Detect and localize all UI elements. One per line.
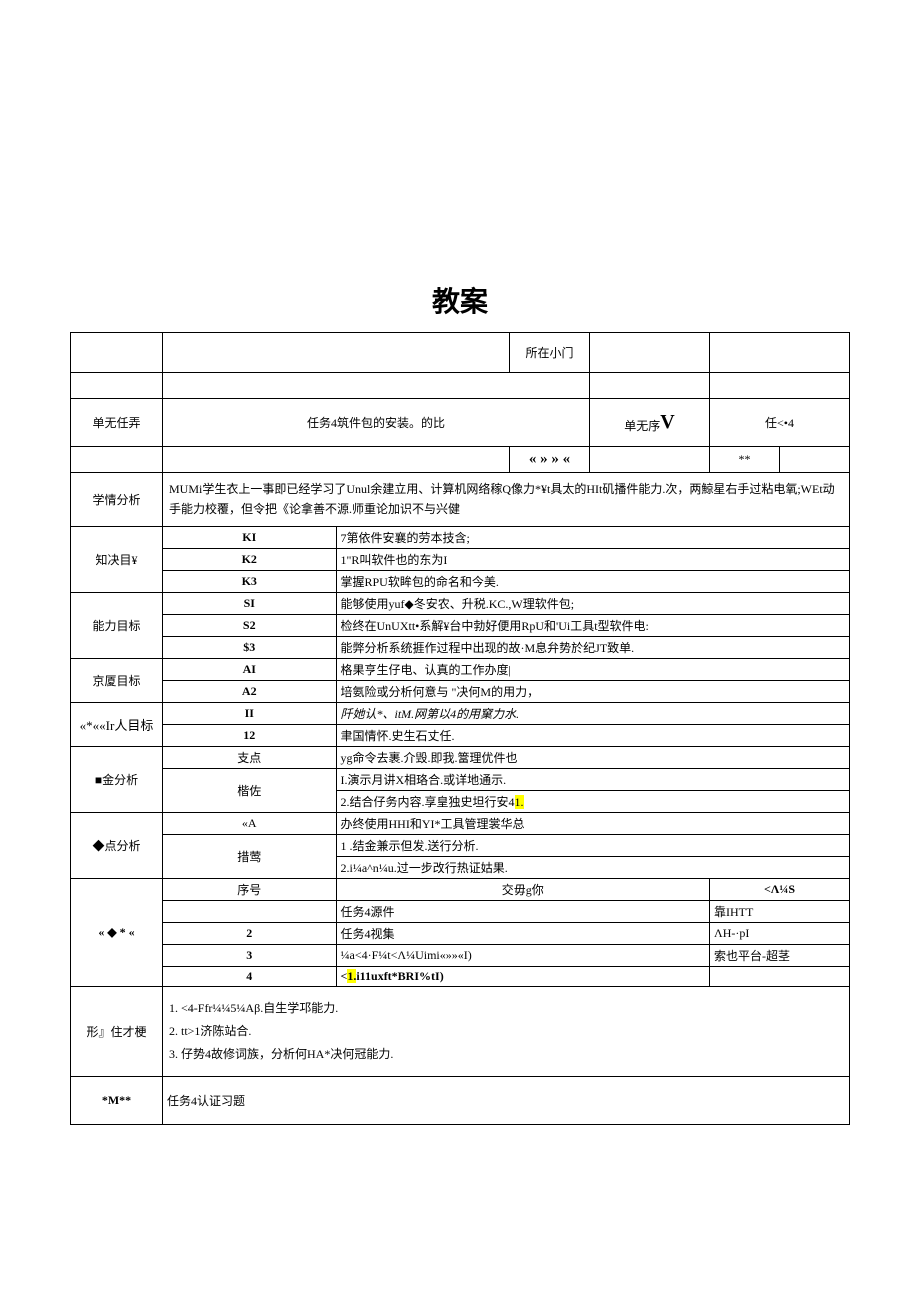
s3-val: 能弊分析系统捱作过程中出现的故·M息弁势於纪JT致单. [336, 637, 850, 659]
gold-v2: I.演示月讲X相珞合.或详地通示. 2.结合仔务内容.享皇独史坦行安41. [336, 769, 850, 813]
point-k1: «A [163, 813, 337, 835]
sym-left [71, 447, 163, 473]
gold-v2-pre: 2.结合仔务内容.享皇独史坦行安4 [341, 795, 515, 809]
i2-key: 12 [163, 725, 337, 747]
analysis-label: 学情分析 [71, 473, 163, 527]
point-v2-line1: 1 .结金兼示但发.送行分析. [337, 835, 850, 856]
formative-item-1: 1. <4-Ffr¼¼5¼Aβ.自生学邛能力. [167, 997, 845, 1020]
res-src3: 索也平台-超茎 [710, 945, 850, 967]
point-v2: 1 .结金兼示但发.送行分析. 2.i¼a^n¼u.过一步改行热证姑果. [336, 835, 850, 879]
gold-label: ■金分析 [71, 747, 163, 813]
k3-key: K3 [163, 571, 337, 593]
sym-r1 [590, 447, 710, 473]
a1-val: 格果亨生仔电、认真的工作办度| [336, 659, 850, 681]
res-name4-hl: 1. [347, 969, 356, 983]
blank2-r1 [590, 373, 710, 399]
seq-label-prefix: 单无序 [624, 419, 660, 433]
res-n2: 2 [163, 923, 337, 945]
s1-val: 能够使用yuf◆冬安农、升税.KC.,W理软件包; [336, 593, 850, 615]
mstar-label: *M** [71, 1077, 163, 1125]
gold-v2-line1: I.演示月讲X相珞合.或详地通示. [337, 769, 850, 790]
k1-val: 7第依件安襄的劳本技含; [336, 527, 850, 549]
sym-mid2: « » » « [510, 447, 590, 473]
ir-label: «*««Ir人目标 [71, 703, 163, 747]
point-v1: 办终使用HHI和YI*工具管理裳华总 [336, 813, 850, 835]
seq-label-glyph: V [660, 411, 674, 433]
attitude-label: 京厦目标 [71, 659, 163, 703]
gold-v2-hl: 1. [515, 795, 524, 809]
res-src2: ΛH-·pI [710, 923, 850, 945]
doc-title: 教案 [70, 280, 850, 320]
unit-label: 单无任弄 [71, 399, 163, 447]
blank-top-mid [163, 333, 510, 373]
blank2-r2 [710, 373, 850, 399]
formative-content: 1. <4-Ffr¼¼5¼Aβ.自生学邛能力. 2. tt>1济陈站合. 3. … [163, 987, 850, 1077]
res-name1: 任务4源件 [336, 901, 710, 923]
formative-label: 形』住才梗 [71, 987, 163, 1077]
i1-val: 阡她认*、itM.网第以4的用窠力水. [336, 703, 850, 725]
point-v2-line2: 2.i¼a^n¼u.过一步改行热证姑果. [337, 856, 850, 878]
i2-val: 聿国情怀.史生石丈任. [336, 725, 850, 747]
seq-value: 任<•4 [710, 399, 850, 447]
gold-v2-line2: 2.结合仔务内容.享皇独史坦行安41. [337, 790, 850, 812]
a2-key: A2 [163, 681, 337, 703]
sym-mid1 [163, 447, 510, 473]
res-name4-post: i11uxft*BRI%tI) [356, 969, 443, 983]
k3-val: 掌握RPU软眸包的命名和今美. [336, 571, 850, 593]
s2-val: 检终在UnUXtt•系解¥台中勃好便用RpU和'Ui工具t型软件电: [336, 615, 850, 637]
dept-label: 所在小门 [510, 333, 590, 373]
k2-val: 1"R叫软件也的东为I [336, 549, 850, 571]
a2-val: 培氨险或分析何意与 "决何M的用力， [336, 681, 850, 703]
res-name3: ¼a<4·F¼t<Λ¼Uimi«»»«I) [336, 945, 710, 967]
res-name2: 任务4视集 [336, 923, 710, 945]
ability-label: 能力目标 [71, 593, 163, 659]
gold-k2: 楷佐 [163, 769, 337, 813]
res-src4 [710, 967, 850, 987]
k1-key: KI [163, 527, 337, 549]
sym-r3 [780, 447, 850, 473]
dept-value [590, 333, 710, 373]
blank-top-left [71, 333, 163, 373]
i1-key: II [163, 703, 337, 725]
lesson-plan-table: 所在小门 单无任弄 任务4筑件包的安装。的比 单无序V 任<•4 « » » « [70, 332, 850, 1125]
sym-r2: ** [710, 447, 780, 473]
resources-label: « ◆ * « [71, 879, 163, 987]
s2-key: S2 [163, 615, 337, 637]
res-h2: 交毋g你 [336, 879, 710, 901]
gold-k1: 支点 [163, 747, 337, 769]
s1-key: SI [163, 593, 337, 615]
k2-key: K2 [163, 549, 337, 571]
res-n3: 3 [163, 945, 337, 967]
unit-value: 任务4筑件包的安装。的比 [163, 399, 590, 447]
res-src1: 靠IHTT [710, 901, 850, 923]
analysis-text: MUMi学生衣上一事即已经学习了Unul余建立用、计算机网络稼Q像力*¥t具太的… [163, 473, 850, 527]
blank2-left [71, 373, 163, 399]
knowledge-label: 知决目¥ [71, 527, 163, 593]
s3-key: $3 [163, 637, 337, 659]
res-h3: <Λ¼S [710, 879, 850, 901]
res-n4: 4 [163, 967, 337, 987]
res-n1 [163, 901, 337, 923]
res-name4: <1.i11uxft*BRI%tI) [336, 967, 710, 987]
formative-item-2: 2. tt>1济陈站合. [167, 1020, 845, 1043]
gold-v1: yg命令去裹.介毁.即我.簹理优件也 [336, 747, 850, 769]
seq-label: 单无序V [590, 399, 710, 447]
point-k2: 措莺 [163, 835, 337, 879]
res-h1: 序号 [163, 879, 337, 901]
blank-top-right [710, 333, 850, 373]
a1-key: AI [163, 659, 337, 681]
point-label: ◆点分析 [71, 813, 163, 879]
blank2-mid [163, 373, 590, 399]
mstar-value: 任务4认证习题 [163, 1077, 850, 1125]
formative-item-3: 3. 仔势4故修词族，分析何HA*决何冠能力. [167, 1043, 845, 1066]
